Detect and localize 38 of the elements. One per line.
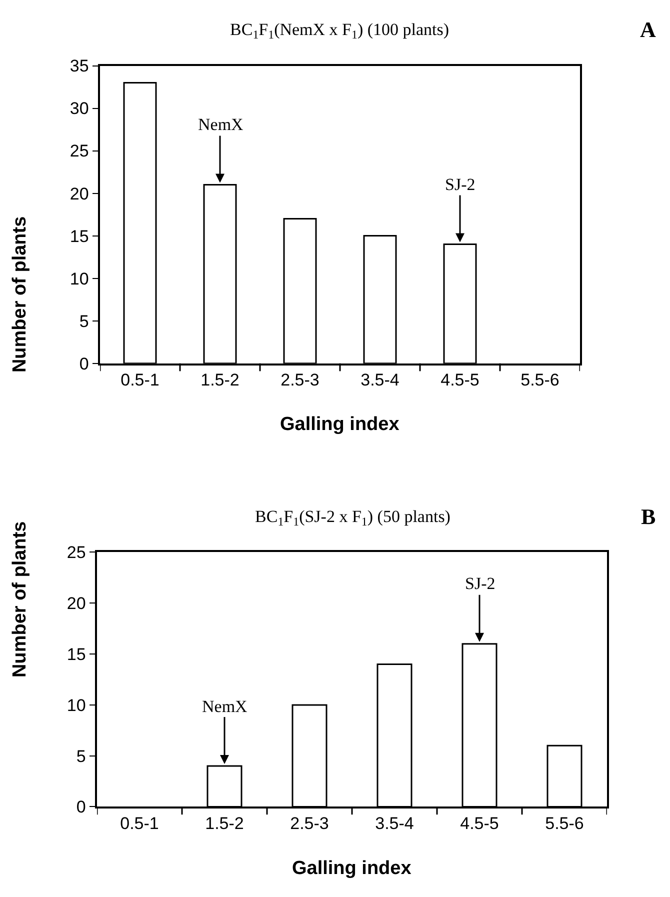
y-axis-title: Number of plants: [9, 216, 30, 373]
y-tick-label: 30: [70, 99, 89, 118]
y-tick-label: 35: [70, 56, 89, 76]
y-tick-label: 0: [79, 354, 89, 374]
y-tick-label: 5: [79, 312, 89, 331]
y-tick-label: 15: [66, 644, 86, 664]
x-tick-label: 1.5-2: [200, 370, 240, 390]
y-tick-label: 20: [70, 184, 89, 204]
chart-title: BC$_{1}$F$_{1}$(NemX x F$_{1}$) (100 plants): [230, 20, 450, 42]
text: A: [640, 17, 656, 42]
annotation: NemX: [202, 697, 248, 716]
chart-title: BC$_{1}$F$_{1}$(SJ-2 x F$_{1}$) (50 plants): [255, 507, 450, 529]
x-tick-label: 3.5-4: [375, 814, 414, 833]
y-tick-label: 20: [66, 594, 86, 614]
x-tick-label: 2.5-3: [290, 814, 329, 833]
annotation: SJ-2: [445, 175, 476, 194]
annotation: SJ-2: [465, 574, 496, 593]
x-axis-title: Galling index: [292, 858, 412, 879]
y-axis-title: Number of plants: [10, 521, 31, 678]
y-tick-label: 0: [76, 798, 86, 817]
x-tick-label: 3.5-4: [360, 370, 400, 390]
x-tick-label: 5.5-6: [545, 814, 584, 833]
x-tick-label: 1.5-2: [205, 814, 244, 833]
x-tick-label: 4.5-5: [460, 814, 499, 833]
x-tick-label: 2.5-3: [280, 370, 320, 390]
y-tick-label: 15: [70, 226, 89, 246]
y-tick-label: 5: [76, 746, 86, 766]
text: B: [641, 504, 656, 529]
x-tick-label: 4.5-5: [440, 370, 480, 390]
x-tick-label: 5.5-6: [520, 370, 560, 390]
x-tick-label: 0.5-1: [120, 814, 159, 833]
annotation: NemX: [198, 115, 244, 134]
y-tick-label: 10: [66, 696, 86, 715]
x-axis-title: Galling index: [280, 414, 400, 435]
y-tick-label: 10: [70, 269, 89, 288]
y-tick-label: 25: [70, 142, 89, 161]
y-tick-label: 25: [66, 543, 86, 562]
x-tick-label: 0.5-1: [120, 370, 160, 390]
